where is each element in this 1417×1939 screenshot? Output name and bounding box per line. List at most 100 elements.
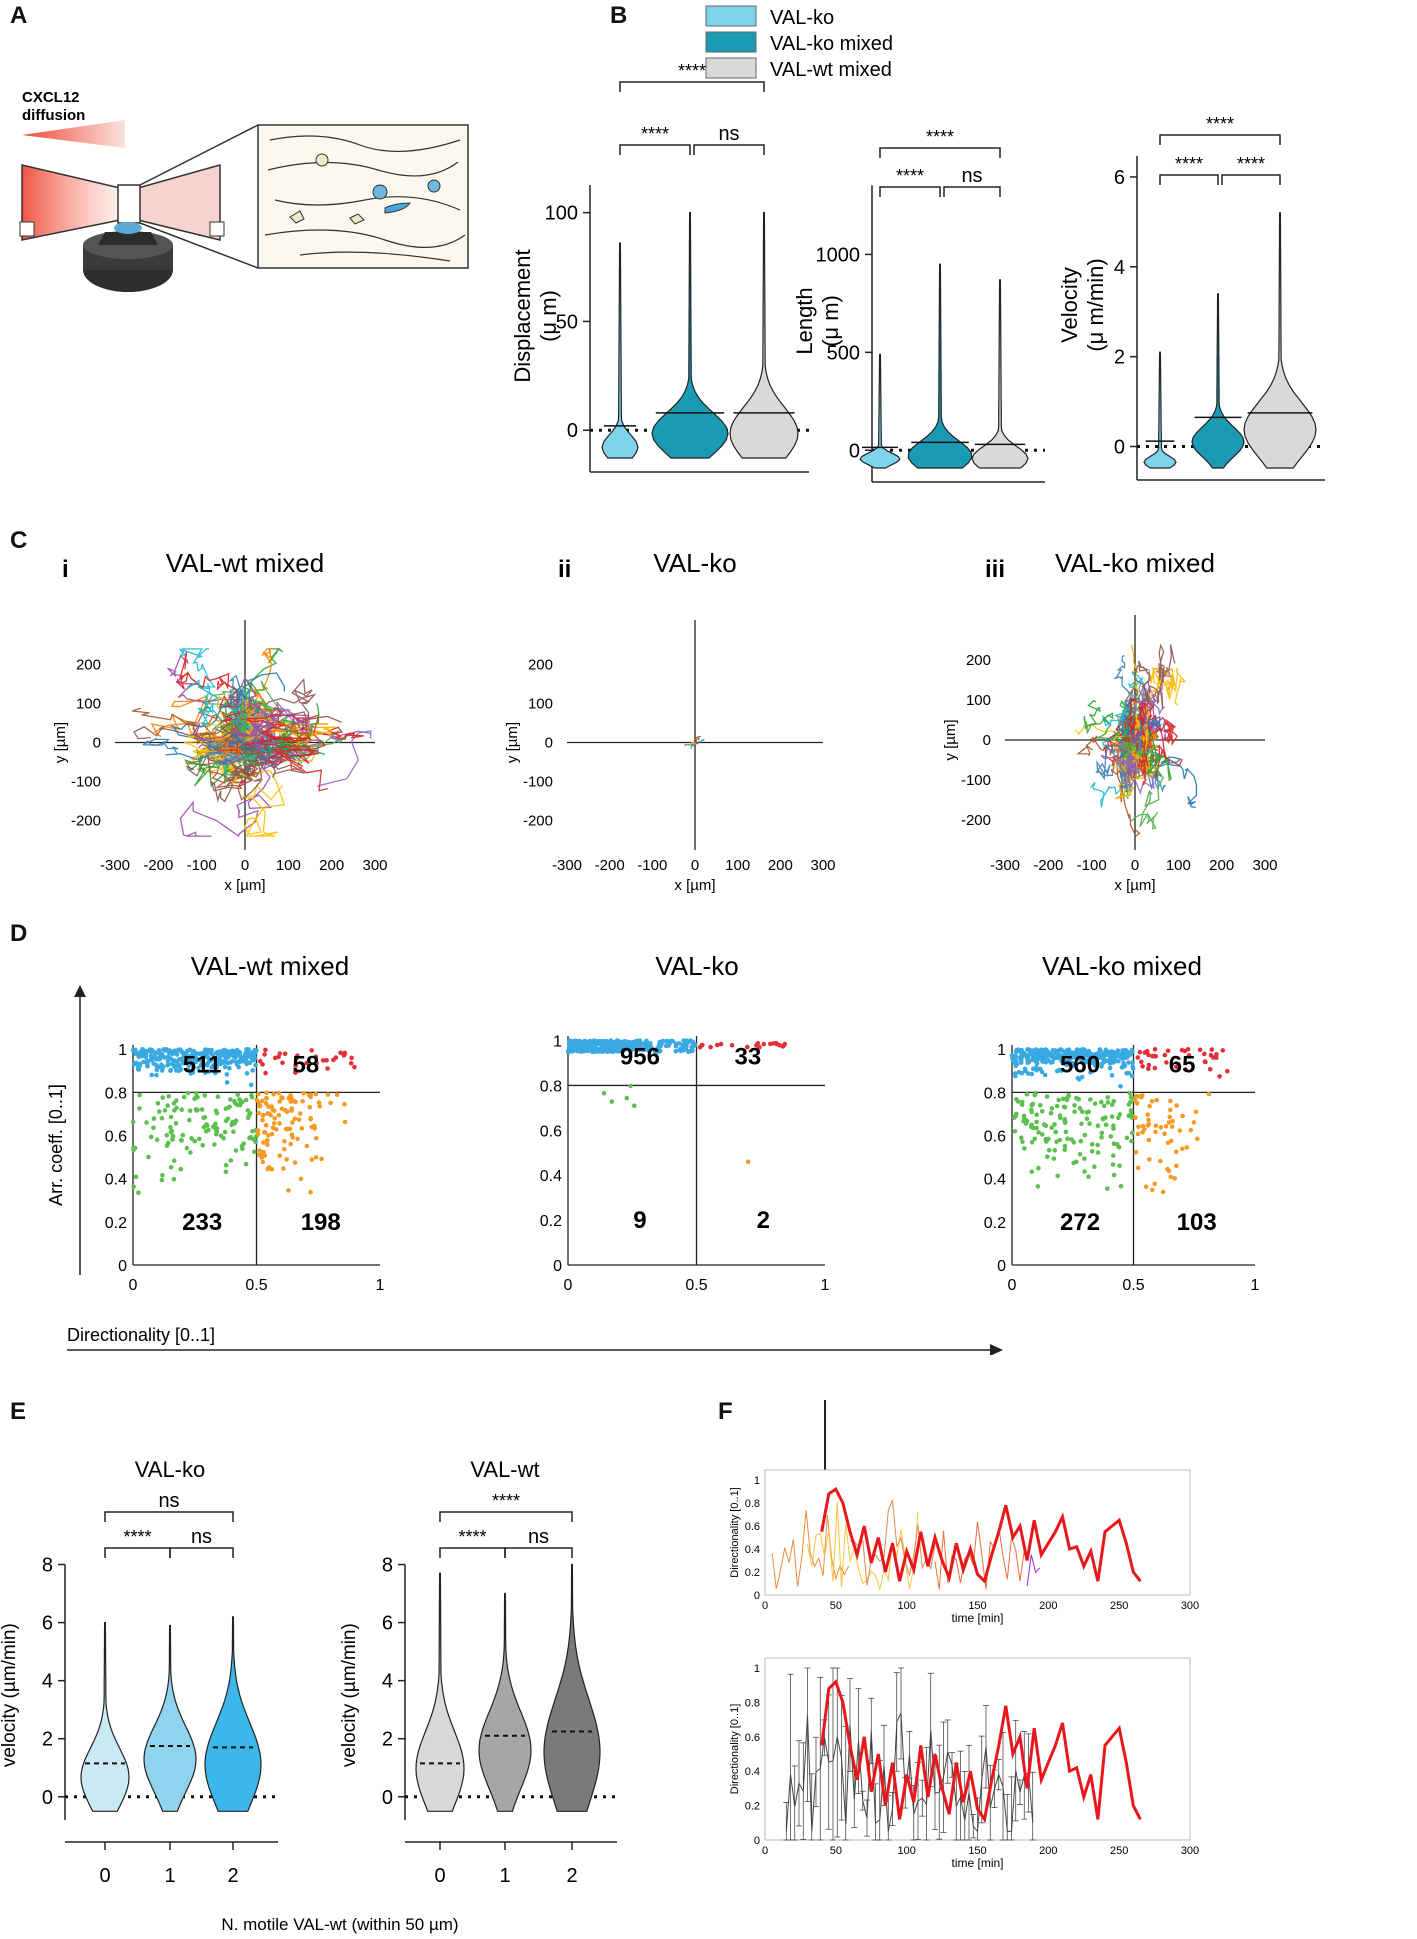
d-point bbox=[260, 1062, 265, 1067]
d-point bbox=[624, 1095, 630, 1101]
d-point bbox=[263, 1122, 269, 1128]
d-ylabel: Arr. coeff. [0..1] bbox=[46, 1084, 66, 1206]
d-point bbox=[1026, 1059, 1032, 1065]
d-point bbox=[185, 1067, 191, 1072]
d-point bbox=[1135, 1165, 1141, 1171]
d-point bbox=[136, 1067, 142, 1072]
d-count-2: 9 bbox=[633, 1207, 646, 1234]
d-point bbox=[1142, 1050, 1148, 1055]
d-point bbox=[238, 1058, 243, 1064]
d-point bbox=[1135, 1131, 1141, 1137]
d-count-2: 233 bbox=[182, 1209, 222, 1236]
d-point bbox=[1174, 1103, 1179, 1108]
b-violin-val-wt-mixed bbox=[971, 279, 1029, 469]
d-point bbox=[257, 1103, 262, 1109]
c-title-2: VAL-ko mixed bbox=[1055, 548, 1215, 578]
d-point bbox=[1028, 1124, 1034, 1130]
d-point bbox=[1033, 1090, 1038, 1096]
b-2-2-label: **** bbox=[1237, 154, 1265, 174]
c-ytick: -100 bbox=[961, 772, 991, 789]
d-point bbox=[1111, 1172, 1117, 1178]
d-point bbox=[234, 1062, 240, 1067]
e-violin bbox=[80, 1622, 130, 1812]
d-point bbox=[171, 1176, 177, 1182]
d-point bbox=[187, 1117, 192, 1123]
d-point bbox=[328, 1100, 333, 1106]
d-point bbox=[217, 1056, 222, 1061]
d-point bbox=[331, 1057, 336, 1063]
e-ytick-label: 0 bbox=[382, 1787, 393, 1809]
b-ytick-label: 2 bbox=[1114, 347, 1125, 369]
d-point bbox=[304, 1060, 310, 1066]
c-ylabel: y [µm] bbox=[942, 719, 959, 760]
b-1-0-bracket bbox=[879, 147, 1001, 158]
d-point bbox=[655, 1045, 660, 1051]
d-xtick: 0 bbox=[129, 1277, 138, 1294]
d-point bbox=[577, 1038, 582, 1044]
d-point bbox=[1062, 1143, 1068, 1149]
d-point bbox=[612, 1040, 618, 1045]
f-xtick: 100 bbox=[897, 1845, 915, 1857]
d-point bbox=[136, 1063, 141, 1068]
d-point bbox=[754, 1043, 759, 1048]
d-point bbox=[154, 1072, 159, 1078]
d-point bbox=[1188, 1127, 1194, 1133]
f-xtick: 150 bbox=[968, 1600, 986, 1612]
c-track bbox=[204, 680, 283, 752]
d-point bbox=[164, 1143, 170, 1148]
d-point bbox=[214, 1110, 220, 1116]
d-point bbox=[1118, 1084, 1123, 1089]
d-point bbox=[715, 1042, 720, 1048]
d-point bbox=[1086, 1174, 1091, 1179]
d-point bbox=[288, 1141, 294, 1147]
d-point bbox=[1186, 1053, 1192, 1058]
d-point bbox=[301, 1091, 306, 1096]
d-point bbox=[1110, 1162, 1116, 1167]
d-point bbox=[1174, 1064, 1179, 1070]
d-point bbox=[244, 1071, 250, 1076]
d-point bbox=[165, 1058, 171, 1063]
d-point bbox=[256, 1091, 261, 1097]
d-point bbox=[222, 1129, 228, 1135]
panel-label-e: E bbox=[10, 1398, 27, 1425]
d-point bbox=[1019, 1070, 1025, 1076]
b-1-2-label: ns bbox=[961, 165, 982, 187]
e-ytick-label: 4 bbox=[382, 1671, 393, 1693]
d-point bbox=[1082, 1169, 1087, 1174]
d-point bbox=[632, 1103, 637, 1108]
d-xtick: 1 bbox=[1251, 1277, 1260, 1294]
d-point bbox=[1107, 1065, 1113, 1071]
d-point bbox=[136, 1190, 141, 1195]
d-point bbox=[274, 1127, 279, 1132]
f-highlight-series bbox=[820, 1487, 1142, 1585]
d-point bbox=[673, 1048, 678, 1054]
d-point bbox=[249, 1092, 254, 1098]
e-0-1-label: **** bbox=[123, 1527, 151, 1547]
d-ytick: 0.4 bbox=[984, 1172, 1006, 1189]
d-xtick: 1 bbox=[821, 1277, 830, 1294]
d-point bbox=[1033, 1047, 1039, 1052]
d-point bbox=[1075, 1075, 1081, 1081]
b-0-1-label: **** bbox=[641, 124, 669, 144]
d-point bbox=[625, 1041, 630, 1047]
e-0-0-bracket bbox=[104, 1511, 234, 1522]
d-point bbox=[1124, 1135, 1130, 1141]
d-point bbox=[1225, 1068, 1230, 1074]
d-point bbox=[140, 1046, 145, 1052]
d-point bbox=[131, 1062, 137, 1067]
d-point bbox=[1111, 1050, 1116, 1055]
d-point bbox=[151, 1061, 156, 1066]
d-point bbox=[1087, 1050, 1092, 1056]
d-point bbox=[657, 1048, 663, 1054]
b-ytick-label: 1000 bbox=[816, 244, 861, 266]
b-ylabel-2: Velocity(μ m/min) bbox=[1057, 258, 1108, 351]
b-ytick-label: 6 bbox=[1114, 167, 1125, 189]
d-point bbox=[230, 1119, 235, 1125]
e-1-2-bracket bbox=[504, 1547, 573, 1558]
d-point bbox=[214, 1065, 219, 1070]
d-point bbox=[1177, 1128, 1183, 1133]
d-point bbox=[261, 1149, 267, 1155]
d-point bbox=[601, 1038, 606, 1044]
c-track bbox=[191, 714, 311, 754]
d-point bbox=[1146, 1117, 1151, 1123]
